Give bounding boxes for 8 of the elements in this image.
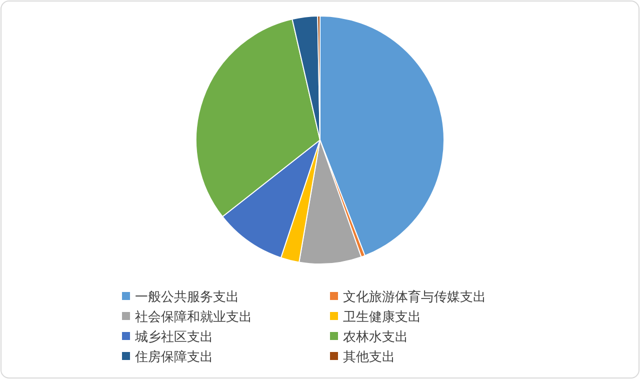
legend-label: 卫生健康支出	[343, 310, 421, 325]
legend-label: 城乡社区支出	[134, 330, 213, 345]
legend-label: 一般公共服务支出	[135, 290, 239, 305]
legend-label: 文化旅游体育与传媒支出	[343, 289, 486, 305]
legend-label: 社会保障和就业支出	[135, 310, 252, 325]
legend-label: 住房保障支出	[134, 349, 213, 365]
legend-label: 其他支出	[343, 350, 395, 365]
legend-label: 农林水支出	[343, 330, 408, 345]
